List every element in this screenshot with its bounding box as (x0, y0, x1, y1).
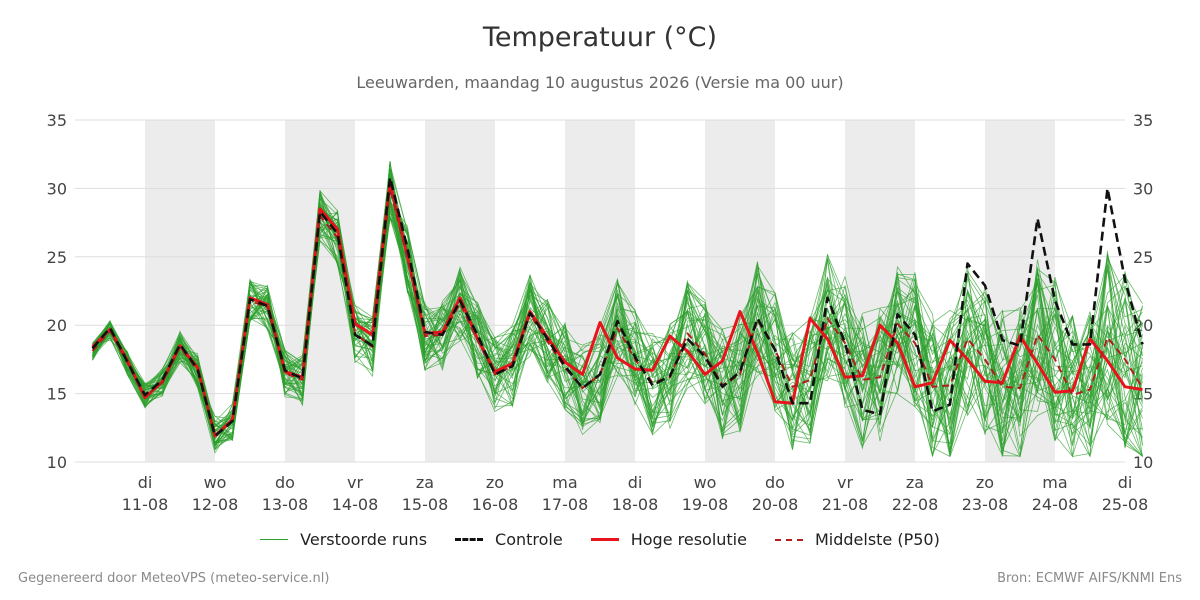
legend-label-ensemble: Verstoorde runs (300, 530, 428, 549)
day-band-13-08 (285, 120, 355, 462)
legend-item-median: Middelste (P50) (774, 530, 940, 549)
y-tick-left-15: 15 (47, 385, 67, 404)
ensemble-run-27 (92, 169, 1143, 457)
x-tick-date-21-08: 21-08 (822, 495, 869, 514)
legend-item-hires: Hoge resolutie (590, 530, 747, 549)
y-tick-right-30: 30 (1133, 179, 1153, 198)
ensemble-run-50 (92, 176, 1143, 451)
x-tick-date-14-08: 14-08 (332, 495, 379, 514)
ensemble-run-48 (92, 172, 1143, 439)
ensemble-run-43 (92, 200, 1143, 449)
legend-item-control: Controle (455, 530, 563, 549)
series-line-control (91, 176, 1144, 438)
x-tick-day-15-08: za (416, 473, 434, 492)
x-tick-day-17-08: ma (552, 473, 577, 492)
legend-swatch-median (774, 538, 803, 541)
footer-generated-by: Gegenereerd door MeteoVPS (meteo-service… (18, 571, 330, 586)
y-tick-left-10: 10 (47, 453, 67, 472)
footer-source: Bron: ECMWF AIFS/KNMI Ens (997, 571, 1182, 586)
series-line-hires (91, 181, 1143, 438)
x-tick-day-22-08: za (906, 473, 924, 492)
legend-swatch-hires (590, 538, 619, 541)
chart-title: Temperatuur (°C) (482, 22, 718, 53)
legend-label-control: Controle (495, 530, 563, 549)
legend: Verstoorde runs Controle Hoge resolutie … (0, 530, 1200, 549)
x-tick-day-23-08: zo (976, 473, 994, 492)
x-tick-day-21-08: vr (837, 473, 853, 492)
x-tick-day-11-08: di (138, 473, 153, 492)
x-tick-day-19-08: wo (694, 473, 717, 492)
ensemble-run-41 (92, 184, 1143, 451)
legend-swatch-ensemble (260, 539, 289, 540)
legend-swatch-control (455, 538, 484, 541)
y-tick-left-25: 25 (47, 248, 67, 267)
y-tick-left-35: 35 (47, 111, 67, 130)
legend-item-ensemble: Verstoorde runs (260, 530, 427, 549)
y-tick-left-30: 30 (47, 179, 67, 198)
x-tick-date-13-08: 13-08 (262, 495, 309, 514)
x-tick-date-12-08: 12-08 (192, 495, 239, 514)
x-tick-day-12-08: wo (204, 473, 227, 492)
x-tick-date-20-08: 20-08 (752, 495, 799, 514)
ensemble-run-32 (92, 188, 1143, 441)
y-tick-left-20: 20 (47, 316, 67, 335)
x-tick-date-22-08: 22-08 (892, 495, 939, 514)
y-tick-right-25: 25 (1133, 248, 1153, 267)
series-line-median (91, 187, 1144, 436)
x-tick-date-18-08: 18-08 (612, 495, 659, 514)
day-band-17-08 (565, 120, 635, 462)
ensemble-run-49 (92, 197, 1143, 450)
x-tick-day-18-08: di (628, 473, 643, 492)
x-tick-day-25-08: di (1118, 473, 1133, 492)
x-tick-day-24-08: ma (1042, 473, 1067, 492)
x-tick-date-25-08: 25-08 (1102, 495, 1149, 514)
day-band-11-08 (145, 120, 215, 462)
day-band-15-08 (425, 120, 495, 462)
x-tick-date-11-08: 11-08 (122, 495, 169, 514)
ensemble-run-47 (92, 193, 1143, 454)
x-tick-date-19-08: 19-08 (682, 495, 729, 514)
x-tick-day-13-08: do (275, 473, 295, 492)
x-tick-day-14-08: vr (347, 473, 363, 492)
y-tick-right-10: 10 (1133, 453, 1153, 472)
ensemble-run-23 (92, 184, 1143, 444)
x-tick-day-20-08: do (765, 473, 785, 492)
legend-label-hires: Hoge resolutie (630, 530, 747, 549)
x-tick-date-23-08: 23-08 (962, 495, 1009, 514)
y-tick-right-35: 35 (1133, 111, 1153, 130)
x-tick-date-16-08: 16-08 (472, 495, 519, 514)
x-tick-day-16-08: zo (486, 473, 504, 492)
chart-subtitle: Leeuwarden, maandag 10 augustus 2026 (Ve… (356, 73, 844, 92)
x-tick-date-17-08: 17-08 (542, 495, 589, 514)
x-tick-date-15-08: 15-08 (402, 495, 449, 514)
x-tick-date-24-08: 24-08 (1032, 495, 1079, 514)
legend-label-median: Middelste (P50) (814, 530, 940, 549)
